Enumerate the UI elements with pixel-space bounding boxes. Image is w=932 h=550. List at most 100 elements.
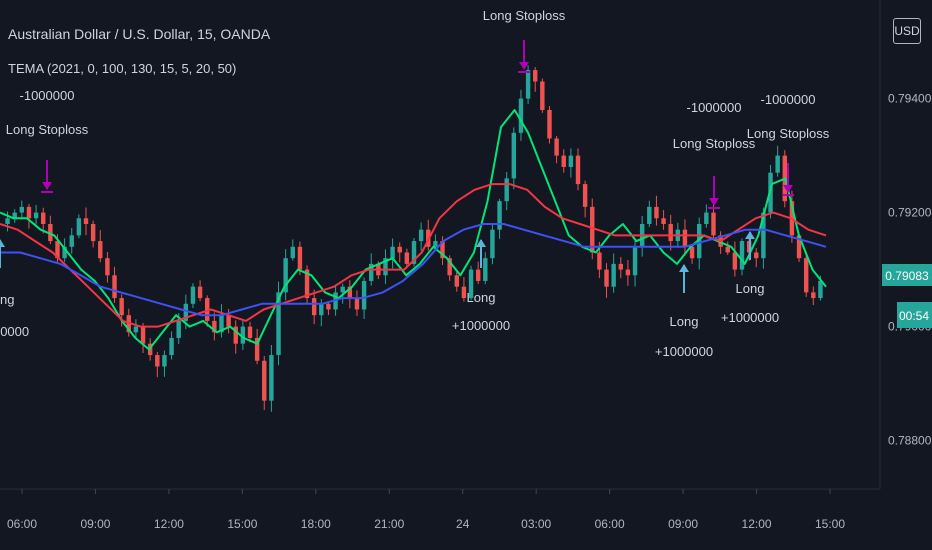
symbol-title[interactable]: Australian Dollar / U.S. Dollar, 15, OAN… [8, 26, 271, 42]
candle-body [319, 303, 324, 316]
long-label: Long [736, 281, 765, 296]
candle-body [811, 292, 816, 299]
currency-button[interactable]: USD [893, 18, 921, 44]
candle-body [361, 280, 367, 310]
candle-body [383, 258, 388, 276]
candle-body [254, 337, 260, 361]
candle-body [454, 275, 459, 287]
candle-body [90, 223, 96, 242]
candle-body [112, 275, 117, 299]
candle-body [390, 246, 395, 259]
candle-body [397, 246, 402, 253]
stoploss-arrow-head [42, 182, 52, 190]
candle-body [62, 246, 67, 259]
candle-body [354, 298, 360, 310]
candle-body [105, 258, 110, 276]
candle-body [197, 286, 203, 299]
candle-body [647, 206, 652, 224]
time-tick-label: 03:00 [521, 517, 551, 531]
time-tick-label: 06:00 [7, 517, 37, 531]
long-arrow-head [0, 239, 5, 247]
price-tick-label: 0.79200 [888, 206, 932, 220]
candle-body [233, 326, 238, 344]
stoploss-amount-label: -1000000 [761, 92, 816, 107]
time-tick-label: 09:00 [668, 517, 698, 531]
candle-body [654, 206, 659, 219]
candle-body [754, 252, 759, 259]
candle-body [133, 326, 139, 333]
candle-body [98, 241, 103, 259]
candle-body [625, 269, 631, 276]
candle-body [276, 292, 281, 356]
candle-body [725, 246, 730, 253]
candle-body [561, 155, 566, 167]
candle-body [590, 206, 595, 253]
time-axis[interactable]: 06:00 09:00 12:00 15:00 18:00 21:00 24 03:00 06:… [7, 489, 845, 531]
long-arrow-head [745, 231, 755, 239]
candle-body [19, 206, 25, 213]
candle-body [511, 132, 517, 179]
candle-body [604, 269, 609, 287]
long-label: Long [467, 290, 496, 305]
candle-body [183, 303, 189, 321]
time-tick-label: 24 [456, 517, 470, 531]
candle-body [682, 229, 688, 247]
candle-body [269, 355, 274, 401]
candle-body [540, 81, 545, 110]
signal-annotations-layer: -1000000 Long Stoploss Long +1000000 Long +10… [0, 8, 830, 359]
candle-body [618, 263, 623, 270]
candle-body [732, 252, 738, 270]
candle-body [311, 298, 317, 316]
candle-body [440, 241, 445, 259]
time-tick-label: 12:00 [154, 517, 184, 531]
candle-body [76, 218, 82, 236]
candle-body [554, 138, 559, 156]
candle-body [33, 212, 39, 219]
time-tick-label: 12:00 [742, 517, 772, 531]
candle-body [304, 269, 310, 299]
last-price-badge [882, 264, 932, 286]
candle-body [818, 280, 823, 299]
candle-body [69, 235, 74, 247]
candle-body [55, 241, 60, 259]
candle-body [518, 98, 524, 133]
candle-body [176, 320, 181, 338]
candle-body [41, 212, 46, 224]
candle-body [497, 201, 502, 230]
candle-body [661, 218, 666, 224]
candle-body [212, 320, 217, 333]
candle-body [611, 263, 616, 287]
long-amount-label: +1000000 [721, 310, 779, 325]
stoploss-arrow-head [519, 62, 529, 70]
candle-body [775, 155, 780, 173]
long-label: Long [0, 292, 14, 307]
time-tick-label: 15:00 [227, 517, 257, 531]
candle-body [162, 355, 167, 367]
candle-body [433, 241, 438, 247]
long-label: Long [670, 314, 699, 329]
stoploss-arrow-head [783, 185, 793, 193]
candle-body [326, 303, 331, 310]
stoploss-label: Long Stoploss [673, 136, 756, 151]
long-amount-label: +1000000 [655, 344, 713, 359]
price-badges: 0.79083 00:54 [882, 264, 932, 328]
candle-body [525, 70, 531, 99]
candle-body [83, 218, 89, 224]
candle-body [155, 355, 160, 367]
candle-body [803, 258, 809, 293]
candle-body [568, 155, 574, 167]
time-tick-label: 15:00 [815, 517, 845, 531]
candle-body [5, 218, 10, 224]
time-tick-label: 06:00 [595, 517, 625, 531]
candle-body [704, 212, 709, 224]
time-tick-label: 18:00 [301, 517, 331, 531]
ma-line [0, 183, 827, 328]
candle-body [404, 252, 410, 264]
ma-line [0, 223, 827, 317]
candle-body [761, 212, 766, 259]
last-price-value: 0.79083 [885, 269, 929, 283]
stoploss-label: Long Stoploss [6, 122, 89, 137]
candle-body [697, 223, 702, 259]
indicator-legend[interactable]: TEMA (2021, 0, 100, 130, 15, 5, 20, 50) [8, 61, 237, 76]
